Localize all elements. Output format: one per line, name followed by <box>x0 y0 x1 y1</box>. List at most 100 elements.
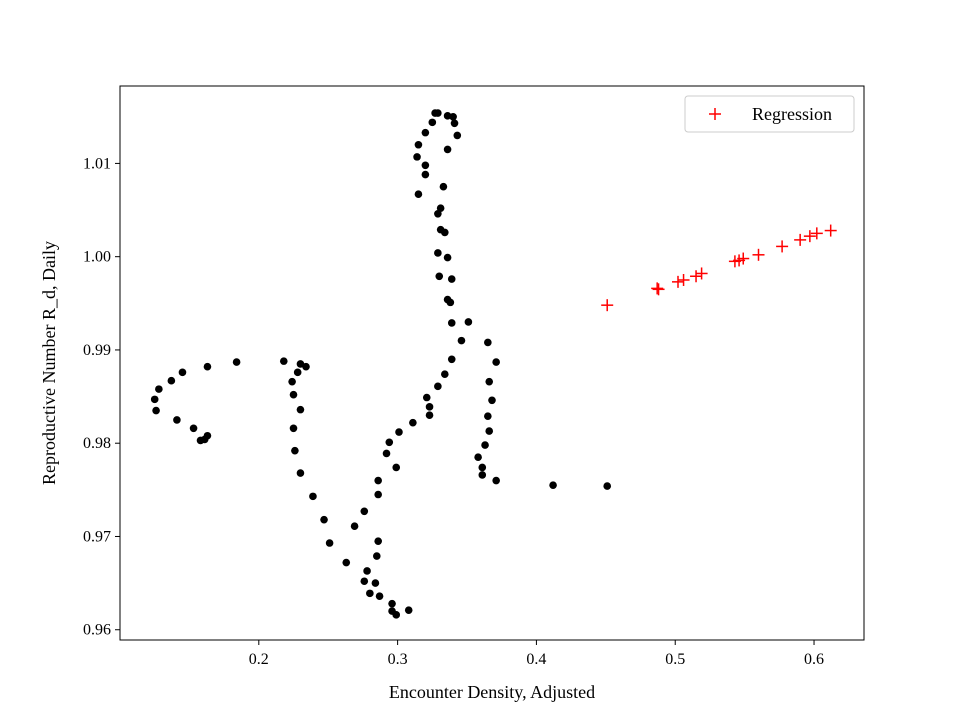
observed-point <box>363 567 371 575</box>
y-tick-label: 0.99 <box>83 342 111 359</box>
observed-point <box>441 370 449 378</box>
observed-point <box>434 109 442 117</box>
observed-point <box>279 357 288 365</box>
observed-point <box>478 463 487 472</box>
observed-point <box>382 449 391 458</box>
y-tick-label: 0.96 <box>83 622 111 639</box>
observed-point <box>173 416 181 424</box>
observed-point <box>488 396 496 405</box>
observed-point <box>291 446 299 455</box>
observed-point <box>360 577 369 586</box>
observed-point <box>492 358 500 366</box>
observed-point <box>375 592 384 600</box>
observed-point <box>196 436 205 445</box>
legend-plus-marker <box>709 108 721 120</box>
observed-point <box>485 377 494 386</box>
x-tick-label: 0.3 <box>388 651 408 668</box>
observed-point <box>152 406 160 415</box>
regression-point <box>690 270 703 283</box>
observed-point <box>421 161 430 170</box>
observed-point <box>374 537 382 545</box>
observed-point <box>302 362 310 371</box>
regression-point <box>652 283 665 296</box>
observed-point <box>360 507 369 516</box>
observed-point <box>366 589 374 598</box>
observed-point <box>289 424 298 433</box>
observed-point <box>296 405 305 414</box>
legend-entry-regression: Regression <box>752 104 832 124</box>
observed-point <box>392 611 401 619</box>
observed-point <box>457 336 466 345</box>
regression-point <box>672 275 684 288</box>
observed-point <box>436 225 445 234</box>
plot-frame <box>119 85 865 641</box>
x-tick-label: 0.5 <box>665 651 685 668</box>
observed-point <box>167 376 176 385</box>
observed-point <box>481 441 489 449</box>
observed-point <box>478 471 487 479</box>
x-tick-label: 0.4 <box>526 651 546 668</box>
observed-point <box>289 390 298 399</box>
y-tick-label: 1.00 <box>83 249 111 266</box>
observed-point <box>464 318 473 326</box>
observed-point <box>392 463 401 472</box>
observed-point <box>439 182 448 191</box>
x-axis-label: Encounter Density, Adjusted <box>389 682 595 702</box>
observed-point <box>413 153 421 161</box>
regression-point <box>651 282 664 295</box>
observed-point <box>309 492 317 501</box>
observed-point <box>421 128 430 137</box>
observed-point <box>374 490 382 499</box>
observed-point <box>485 427 494 435</box>
regression-point <box>776 240 789 253</box>
regression-point <box>803 230 816 243</box>
observed-point <box>296 469 305 477</box>
regression-point <box>737 252 750 265</box>
observed-point <box>155 385 163 393</box>
y-axis-label: Reproductive Number R_d, Daily <box>39 241 59 485</box>
observed-point <box>450 119 459 128</box>
observed-point <box>325 539 334 547</box>
observed-point <box>388 599 396 608</box>
observed-point <box>414 140 423 149</box>
observed-point <box>374 476 382 485</box>
observed-point <box>434 249 442 257</box>
observed-point <box>428 118 437 127</box>
observed-point <box>435 272 444 281</box>
observed-point <box>447 275 456 283</box>
observed-point <box>484 412 492 420</box>
observed-point <box>189 424 198 433</box>
observed-point <box>447 355 456 364</box>
observed-point <box>395 428 403 436</box>
regression-point <box>794 233 807 246</box>
observed-point <box>425 403 434 411</box>
observed-point <box>443 295 452 304</box>
regression-point <box>824 224 837 237</box>
observed-point <box>414 190 423 198</box>
observed-point <box>293 368 302 377</box>
regression-point <box>810 227 823 240</box>
observed-point <box>178 368 187 377</box>
observed-point <box>421 170 430 179</box>
observed-point <box>203 362 212 371</box>
observed-point <box>422 393 431 402</box>
regression-point <box>601 299 614 312</box>
observed-point <box>434 209 442 218</box>
observed-point <box>425 411 434 420</box>
observed-point <box>409 418 417 427</box>
data-marks <box>150 109 837 619</box>
observed-point <box>449 112 457 121</box>
observed-point <box>492 476 500 485</box>
x-tick-label: 0.6 <box>804 651 824 668</box>
observed-point <box>371 579 380 587</box>
x-tick-label: 0.2 <box>249 651 269 668</box>
observed-point <box>434 382 442 391</box>
y-tick-label: 0.97 <box>83 528 111 545</box>
plot-area <box>120 86 864 640</box>
observed-point <box>150 395 159 404</box>
observed-point <box>232 358 241 366</box>
y-tick-label: 1.01 <box>83 155 111 172</box>
observed-point <box>603 482 612 490</box>
axis-ticks: 0.2 0.3 0.4 0.5 0.6 0.96 0.97 0.98 0.99 1.00 1.01 <box>83 155 824 668</box>
